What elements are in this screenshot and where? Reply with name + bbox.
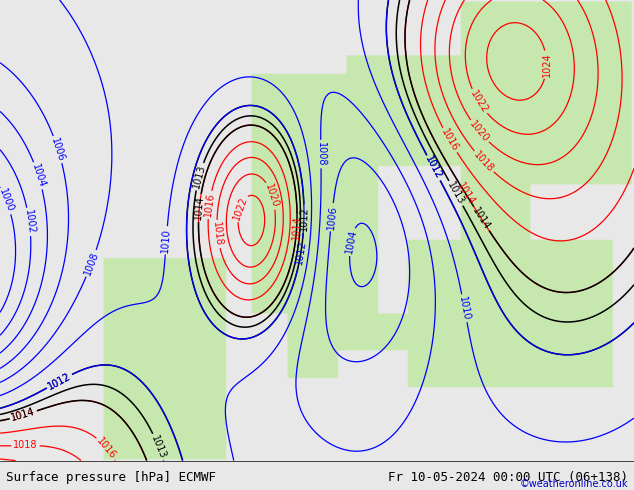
Text: 1012: 1012: [424, 155, 444, 181]
Text: 1013: 1013: [446, 180, 466, 206]
Text: 1012: 1012: [299, 206, 309, 231]
Text: 1012: 1012: [46, 371, 72, 392]
Text: 1000: 1000: [0, 188, 15, 214]
Text: 1014: 1014: [10, 407, 37, 423]
Text: 1006: 1006: [325, 204, 338, 230]
Text: 1022: 1022: [231, 195, 249, 221]
Text: 1020: 1020: [467, 119, 491, 144]
Text: 1013: 1013: [191, 164, 207, 190]
Text: 1008: 1008: [316, 142, 326, 166]
Text: Surface pressure [hPa] ECMWF: Surface pressure [hPa] ECMWF: [6, 471, 216, 484]
Text: Fr 10-05-2024 00:00 UTC (06+138): Fr 10-05-2024 00:00 UTC (06+138): [387, 471, 628, 484]
Text: 1014: 1014: [10, 407, 37, 423]
Text: 1012: 1012: [424, 155, 444, 181]
Text: 1024: 1024: [541, 52, 552, 77]
Text: 1014: 1014: [470, 206, 492, 232]
Text: 1013: 1013: [150, 434, 168, 460]
Text: 1010: 1010: [457, 295, 472, 321]
Text: 1016: 1016: [95, 436, 119, 461]
Text: 1018: 1018: [212, 221, 224, 247]
Text: 1012: 1012: [46, 371, 72, 392]
Text: 1006: 1006: [49, 136, 67, 163]
Text: 1016: 1016: [203, 192, 216, 218]
Text: ©weatheronline.co.uk: ©weatheronline.co.uk: [519, 479, 628, 489]
Text: 1012: 1012: [294, 240, 307, 266]
Text: 1004: 1004: [30, 162, 47, 189]
Text: 1018: 1018: [472, 149, 496, 174]
Text: 1014: 1014: [193, 196, 205, 220]
Text: 1010: 1010: [160, 228, 172, 253]
Text: 1004: 1004: [344, 229, 358, 255]
Text: 1020: 1020: [263, 182, 281, 209]
Text: 1002: 1002: [23, 209, 36, 235]
Text: 1014: 1014: [455, 181, 477, 207]
Text: 1022: 1022: [468, 89, 489, 115]
Text: 1018: 1018: [13, 441, 37, 450]
Text: 1014: 1014: [291, 216, 302, 241]
Text: 1016: 1016: [439, 127, 460, 153]
Text: 1008: 1008: [82, 250, 100, 277]
